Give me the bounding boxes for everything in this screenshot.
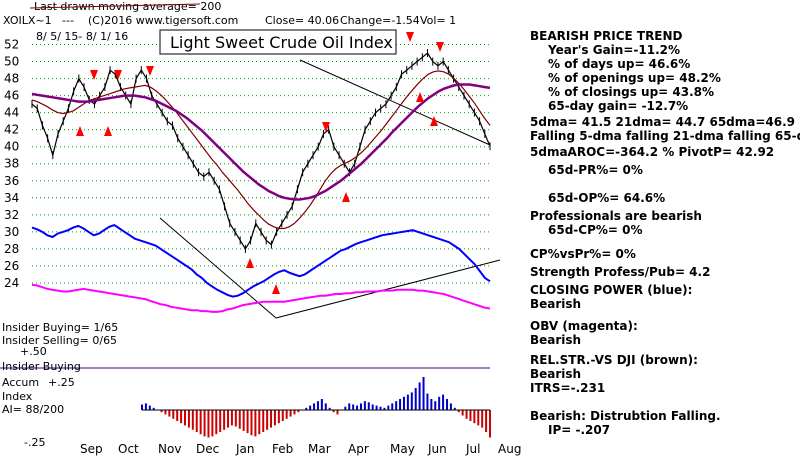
insider-buying-label: Insider Buying <box>2 360 81 373</box>
signal-arrow-down <box>146 66 154 76</box>
y-tick-label: 38 <box>4 157 19 171</box>
y-tick-label: 28 <box>4 242 19 256</box>
trendline-upper <box>299 59 491 146</box>
x-tick-label: Aug <box>498 442 521 456</box>
signal-arrow-up <box>104 126 112 136</box>
header-dashes: --- <box>62 14 74 27</box>
y-tick-label: 26 <box>4 259 19 273</box>
y-tick-label: 40 <box>4 140 19 154</box>
y-tick-label: 42 <box>4 123 19 137</box>
annotation-line: OBV (magenta): <box>530 319 638 333</box>
series-line-obv <box>31 283 491 313</box>
series-layer <box>31 49 491 313</box>
x-tick-label: May <box>390 442 415 456</box>
annotation-line: 5dma= 41.5 21dma= 44.7 65dma=46.9 <box>530 115 795 129</box>
annotation-line: 65d-PR%= 0% <box>548 163 643 177</box>
header-vol: Vol= 1 <box>420 14 456 27</box>
ai-label: AI= 88/200 <box>2 403 64 416</box>
trendline-cp-upper <box>159 217 277 319</box>
series-line-21dma <box>31 70 491 230</box>
signal-arrow-up <box>342 192 350 202</box>
annotation-line: 65d-OP%= 64.6% <box>548 191 665 205</box>
y-tick-label: 30 <box>4 225 19 239</box>
y-tick-label: 24 <box>4 276 19 290</box>
x-tick-label: Sep <box>80 442 103 456</box>
accum-label: Accum <box>2 376 39 389</box>
annotation-line: Strength Profess/Pub= 4.2 <box>530 265 710 279</box>
signal-arrow-up <box>76 126 84 136</box>
x-tick-label: Dec <box>196 442 219 456</box>
x-tick-label: Jun <box>427 442 447 456</box>
insider-buying-ratio: Insider Buying= 1/65 <box>2 321 118 334</box>
annotation-line: Falling 5-dma falling 21-dma falling 65-… <box>530 129 800 143</box>
envelope-line <box>29 3 201 9</box>
annotation-line: CLOSING POWER (blue): <box>530 283 692 297</box>
y-tick-label: 32 <box>4 208 19 222</box>
annotation-line: % of days up= 46.6% <box>548 57 690 71</box>
y-axis-ticks: 24 26 28 30 32 34 36 38 40 42 44 46 48 50 52 <box>4 38 19 290</box>
annotation-line: REL.STR.-VS DJI (brown): <box>530 353 698 367</box>
y-tick-label: 46 <box>4 89 19 103</box>
annotation-line: 5dmaAROC=-364.2 % PivotP= 42.92 <box>530 145 774 159</box>
x-tick-label: Nov <box>158 442 181 456</box>
signal-arrow-up <box>272 284 280 294</box>
annotation-line: Professionals are bearish <box>530 209 702 223</box>
annotation-line: Year's Gain=-11.2% <box>547 43 680 57</box>
signal-arrows <box>76 32 444 294</box>
header-close: Close= 40.06 <box>265 14 339 27</box>
signal-arrow-down <box>322 122 330 132</box>
annotation-line: BEARISH PRICE TREND <box>530 29 683 43</box>
annotation-line: Bearish <box>530 297 581 311</box>
x-tick-label: Mar <box>308 442 331 456</box>
annotation-line: IP= -.207 <box>548 423 610 437</box>
annotation-line: Bearish <box>530 367 581 381</box>
signal-arrow-down <box>114 70 122 80</box>
signal-arrow-down <box>90 70 98 80</box>
y-tick-label: 34 <box>4 191 19 205</box>
minus25-label: -.25 <box>24 436 45 449</box>
header-symbol: XOILX~1 <box>3 14 52 27</box>
x-tick-label: Feb <box>272 442 293 456</box>
x-tick-label: Jan <box>235 442 255 456</box>
annotation-line: 65-day gain= -12.7% <box>548 99 688 113</box>
header-change: Change=-1.54 <box>340 14 420 27</box>
trendline-cp-lower <box>275 259 501 319</box>
annotation-line: % of openings up= 48.2% <box>548 71 721 85</box>
series-line-close <box>31 52 491 251</box>
insider-selling-ratio: Insider Selling= 0/65 <box>2 334 117 347</box>
chart-title: Light Sweet Crude Oil Index <box>170 33 393 52</box>
index-label: Index <box>2 390 33 403</box>
header-line1: Last drawn moving average= 200 <box>34 0 221 13</box>
annotation-line: Bearish <box>530 333 581 347</box>
y-tick-label: 48 <box>4 72 19 86</box>
x-tick-label: Jul <box>465 442 480 456</box>
x-tick-label: Oct <box>118 442 139 456</box>
y-tick-label: 44 <box>4 106 19 120</box>
x-tick-label: Apr <box>348 442 369 456</box>
signal-arrow-down <box>406 32 414 42</box>
signal-arrow-up <box>416 92 424 102</box>
header-copyright: (C)2016 www.tigersoft.com <box>88 14 238 27</box>
accumulation-index <box>141 377 491 438</box>
annotation-line: ITRS=-.231 <box>530 381 605 395</box>
series-line-65dma <box>31 83 491 201</box>
signal-arrow-up <box>246 258 254 268</box>
x-axis-labels: Sep Oct Nov Dec Jan Feb Mar Apr May Jun Jul Aug <box>80 442 521 456</box>
annotation-line: % of closings up= 43.8% <box>548 85 714 99</box>
plus25-label: +.25 <box>48 376 75 389</box>
annotation-line: Bearish: Distrubtion Falling. <box>530 409 721 423</box>
y-tick-label: 50 <box>4 55 19 69</box>
y-tick-label: 52 <box>4 38 19 52</box>
annotation-line: CP%vsPr%= 0% <box>530 247 636 261</box>
series-line-closing-power <box>31 223 491 298</box>
annotation-line: 65d-CP%= 0% <box>548 223 643 237</box>
signal-arrow-up <box>430 116 438 126</box>
title-box <box>159 29 397 55</box>
plus50-label: +.50 <box>20 345 47 358</box>
y-tick-label: 36 <box>4 174 19 188</box>
signal-arrow-down <box>436 42 444 52</box>
header-dates: 8/ 5/ 15- 8/ 1/ 16 <box>36 30 128 43</box>
